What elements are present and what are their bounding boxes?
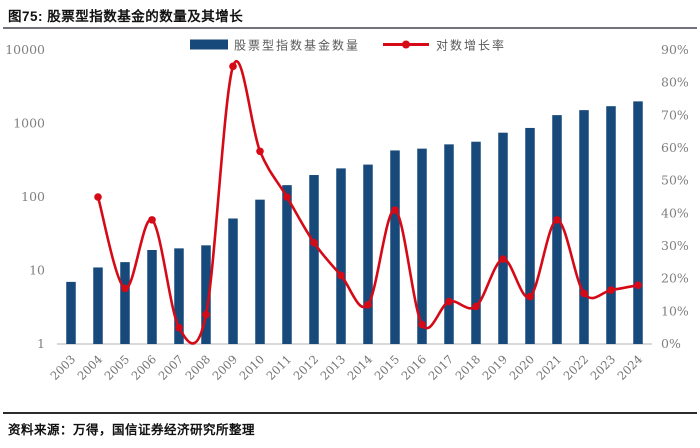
growth-marker-2021 [553,216,561,224]
x-axis-year-label: 2014 [345,352,376,383]
bar-2005 [120,262,130,344]
y-axis-right-tick-label: 10% [661,303,689,318]
y-axis-right-tick-label: 70% [661,107,689,122]
y-axis-left-tick-label: 10 [29,263,45,278]
growth-marker-2012 [310,238,318,247]
bar-2022 [579,110,589,345]
bar-2015 [390,150,400,344]
legend-label-line-series: 对数增长率 [436,38,506,53]
legend-swatch-bar-series [190,39,228,50]
growth-marker-2013 [337,271,345,280]
y-axis-left-tick-label: 1 [37,336,45,351]
bar-2023 [606,106,616,344]
y-axis-right-tick-label: 0% [661,336,681,351]
growth-marker-2015 [391,206,399,214]
growth-marker-2006 [148,216,156,224]
bar-2016 [417,148,427,344]
growth-marker-2017 [445,297,453,306]
x-axis-year-label: 2024 [615,352,646,383]
growth-marker-2022 [580,289,588,298]
bar-2012 [309,175,319,344]
y-axis-right-tick-label: 40% [661,205,689,220]
growth-marker-2007 [175,323,183,332]
legend-label-bar-series: 股票型指数基金数量 [234,38,360,53]
legend-marker-symbol [402,40,410,49]
x-axis-year-label: 2011 [264,352,295,383]
growth-marker-2019 [499,255,507,263]
growth-marker-2004 [94,193,102,201]
x-axis-year-label: 2005 [102,352,133,383]
combo-chart: 1 10 100 1000 10000 0% 10% 20% 30% 40% 50% 60% 70% 80… [5,38,689,383]
bar-2008 [201,245,211,344]
growth-marker-2008 [202,310,210,319]
source-note: 资料来源：万得，国信证券经济研究所整理 [8,423,256,437]
y-axis-right-tick-label: 30% [661,238,689,253]
x-axis-year-label: 2019 [480,352,511,383]
growth-marker-2018 [472,302,480,311]
x-axis-year-label: 2010 [237,352,268,383]
x-axis-year-label: 2021 [534,352,565,383]
bar-2004 [93,267,103,344]
bar-2009 [228,218,238,344]
growth-marker-2009 [229,62,237,71]
bar-2011 [282,185,292,344]
x-axis-year-label: 2022 [561,352,592,383]
x-axis-year-label: 2016 [399,352,430,383]
bar-2018 [471,141,481,344]
title-divider [3,27,697,29]
x-axis-year-label: 2017 [426,352,457,383]
x-axis-year-label: 2008 [183,352,214,383]
y-axis-left-tick-label: 1000 [13,116,45,131]
bar-2024 [633,101,643,344]
y-axis-left-tick-label: 100 [21,189,45,204]
growth-marker-2020 [526,292,534,301]
x-axis-year-label: 2012 [291,352,322,383]
growth-marker-2024 [634,281,642,290]
x-axis-year-label: 2007 [156,352,187,383]
x-axis-year-label: 2003 [48,352,79,383]
y-axis-left-tick-label: 10000 [5,42,45,57]
bar-2007 [174,248,184,344]
bar-2006 [147,250,157,344]
x-axis-year-label: 2020 [507,352,538,383]
bar-2010 [255,199,265,344]
bar-2019 [498,132,508,344]
y-axis-right-tick-label: 80% [661,75,689,90]
bar-2013 [336,168,346,344]
y-axis-right-tick-label: 20% [661,271,689,286]
x-axis-year-label: 2006 [129,352,160,383]
x-axis-year-label: 2018 [453,352,484,383]
bar-2014 [363,164,373,344]
growth-marker-2023 [607,286,615,294]
growth-marker-2016 [418,320,426,329]
bar-2020 [525,127,535,344]
x-axis-year-label: 2023 [588,352,619,383]
bar-2017 [444,144,454,344]
growth-marker-2005 [121,284,129,293]
growth-marker-2011 [283,193,291,201]
bar-2003 [66,281,76,344]
figure-title: 图75: 股票型指数基金的数量及其增长 [8,9,244,24]
y-axis-right-tick-label: 60% [661,140,689,155]
bar-2021 [552,115,562,345]
growth-marker-2010 [256,147,264,156]
y-axis-right-tick-label: 90% [661,42,689,57]
source-divider [3,412,697,414]
y-axis-right-tick-label: 50% [661,173,689,188]
growth-marker-2014 [364,301,372,309]
x-axis-year-label: 2009 [210,352,241,383]
x-axis-year-label: 2015 [372,352,403,383]
x-axis-year-label: 2004 [75,352,106,383]
x-axis-year-label: 2013 [318,352,349,383]
